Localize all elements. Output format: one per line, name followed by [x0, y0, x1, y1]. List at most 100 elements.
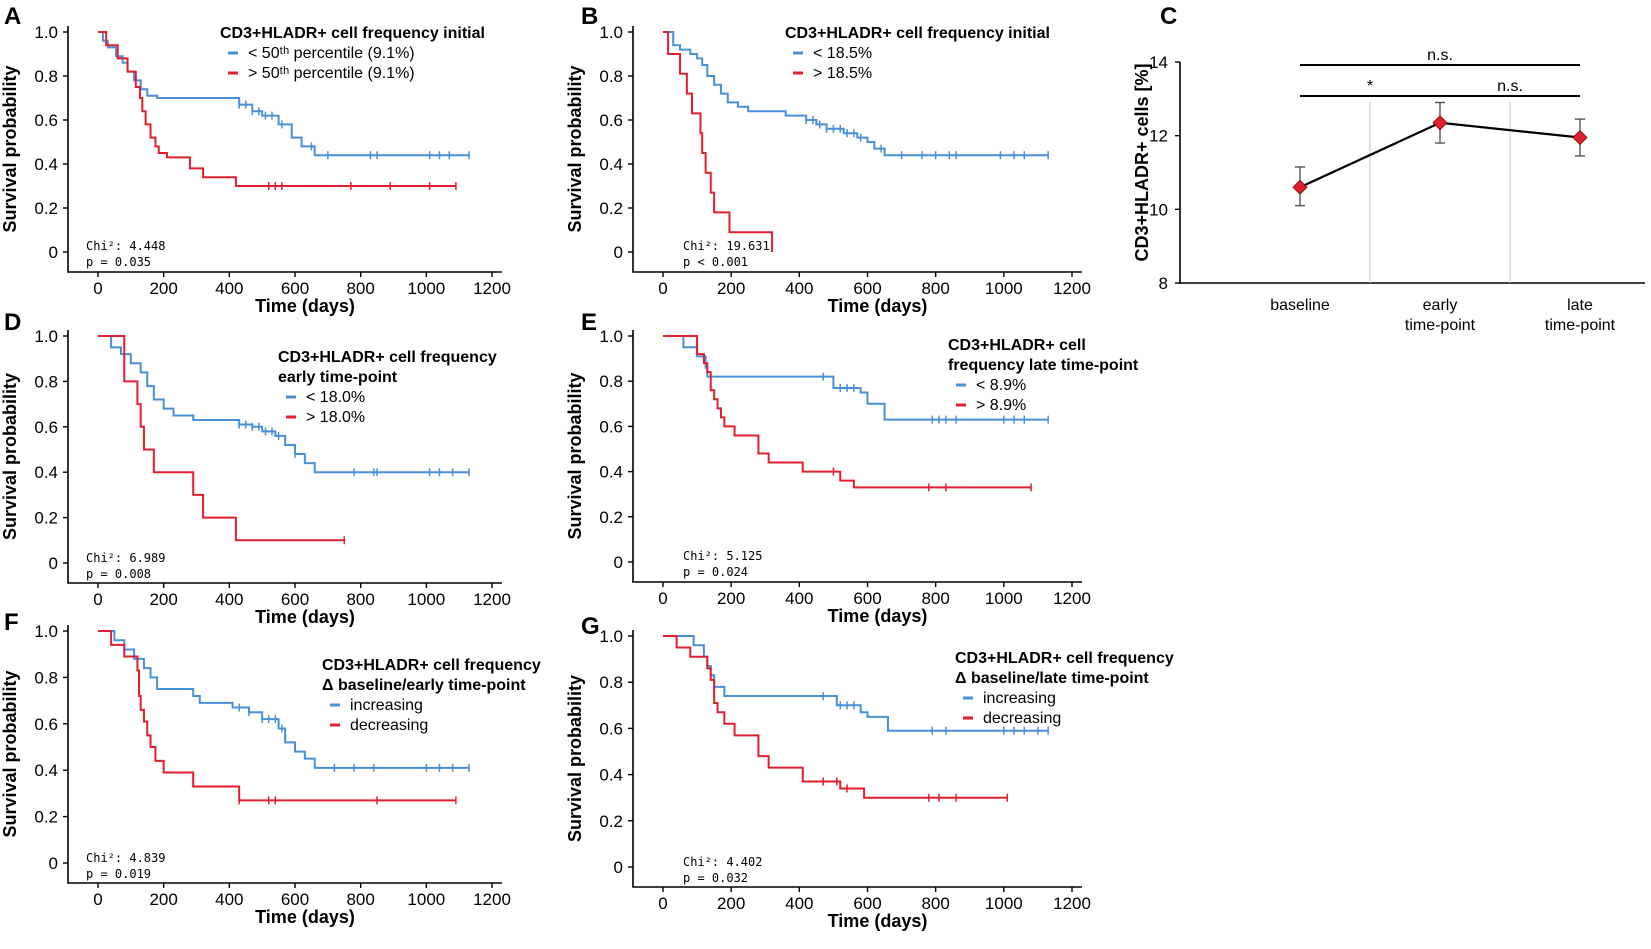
- chi-square-stat: Chi²: 19.631: [683, 239, 770, 253]
- y-tick-label: 1.0: [34, 327, 58, 346]
- y-tick-label: 0.8: [599, 673, 623, 692]
- x-tick-label: late: [1567, 297, 1593, 314]
- p-value-stat: p = 0.024: [683, 565, 748, 579]
- y-axis-label: Survival probability: [0, 373, 20, 540]
- x-axis-label: Time (days): [255, 607, 355, 627]
- legend-title: CD3+HLADR+ cell: [948, 337, 1086, 354]
- legend-title: CD3+HLADR+ cell frequency: [322, 657, 541, 674]
- legend-entry: > 50ᵗʰ percentile (9.1%): [248, 65, 415, 82]
- x-tick-label: 200: [149, 890, 177, 909]
- x-tick-label: 600: [281, 590, 309, 609]
- axes-frame: [67, 26, 502, 273]
- x-tick-label: 1000: [407, 890, 445, 909]
- legend: CD3+HLADR+ cell frequency initial < 18.5%…: [785, 25, 1050, 82]
- x-tick-label: 600: [281, 279, 309, 298]
- legend-title: CD3+HLADR+ cell frequency initial: [220, 25, 485, 42]
- legend: CD3+HLADR+ cell frequency early time-poin…: [278, 349, 497, 426]
- y-tick-label: 0.4: [34, 761, 58, 780]
- y-tick-label: 0.6: [34, 418, 58, 437]
- y-tick-label: 8: [1159, 274, 1168, 293]
- legend-entry: < 18.5%: [813, 45, 872, 62]
- y-tick-label: 0.8: [34, 67, 58, 86]
- legend-title: CD3+HLADR+ cell frequency: [278, 349, 497, 366]
- y-tick-label: 0: [49, 854, 58, 873]
- y-tick-label: 1.0: [599, 327, 623, 346]
- p-value-stat: p = 0.035: [86, 255, 151, 269]
- y-tick-label: 14: [1149, 53, 1168, 72]
- y-tick-label: 0: [614, 858, 623, 877]
- panel-label: C: [1160, 3, 1177, 30]
- legend-entry: decreasing: [983, 710, 1061, 727]
- y-tick-label: 0.2: [34, 199, 58, 218]
- x-tick-label: 0: [93, 890, 102, 909]
- legend: CD3+HLADR+ cell frequency Δ baseline/late…: [955, 650, 1174, 727]
- panel-label: B: [581, 3, 598, 30]
- chi-square-stat: Chi²: 5.125: [683, 549, 762, 563]
- legend-title: CD3+HLADR+ cell frequency: [955, 650, 1174, 667]
- y-tick-label: 0.6: [34, 715, 58, 734]
- x-tick-label: 0: [93, 590, 102, 609]
- x-tick-label: 400: [785, 589, 813, 608]
- legend-entry: decreasing: [350, 717, 428, 734]
- x-tick-label: 400: [215, 590, 243, 609]
- x-tick-label: 1000: [407, 590, 445, 609]
- x-tick-label: 600: [281, 890, 309, 909]
- x-tick-label: 0: [658, 894, 667, 913]
- axes-frame: [632, 330, 1082, 583]
- x-tick-label: 1000: [985, 894, 1023, 913]
- y-tick-label: 1.0: [34, 23, 58, 42]
- y-axis-label: Survival probability: [0, 65, 20, 232]
- axes-frame: [632, 630, 1082, 888]
- y-tick-label: 0.6: [599, 417, 623, 436]
- x-tick-label: 0: [658, 279, 667, 298]
- x-tick-label: 1200: [473, 890, 511, 909]
- km-curve-blue: [98, 335, 470, 474]
- y-tick-label: 0.6: [599, 719, 623, 738]
- x-tick-label: 600: [853, 279, 881, 298]
- legend-title: frequency late time-point: [948, 357, 1139, 374]
- y-axis-label: CD3+HLADR+ cells [%]: [1132, 63, 1152, 261]
- legend: CD3+HLADR+ cell frequency late time-point…: [948, 337, 1139, 414]
- y-tick-label: 0.8: [34, 372, 58, 391]
- x-tick-label: 1000: [985, 589, 1023, 608]
- y-tick-label: 1.0: [599, 627, 623, 646]
- km-curve-blue: [98, 630, 470, 769]
- legend-entry: increasing: [983, 690, 1056, 707]
- y-tick-label: 0: [49, 243, 58, 262]
- y-tick-label: 0.2: [599, 199, 623, 218]
- km-curve-red: [663, 635, 1008, 799]
- x-axis-label: Time (days): [828, 911, 928, 931]
- chi-square-stat: Chi²: 4.839: [86, 851, 165, 865]
- x-tick-label: 200: [717, 894, 745, 913]
- y-tick-label: 0.8: [599, 372, 623, 391]
- x-tick-label: 600: [853, 894, 881, 913]
- axes-frame: [67, 330, 502, 584]
- x-tick-label: 800: [921, 894, 949, 913]
- y-tick-label: 0.4: [599, 766, 623, 785]
- km-curve-blue: [98, 31, 470, 157]
- x-tick-label: 1200: [1053, 279, 1091, 298]
- km-curve-blue: [663, 635, 1049, 732]
- x-axis-label: Time (days): [255, 907, 355, 927]
- km-curve-red: [663, 335, 1032, 489]
- x-axis-label: Time (days): [255, 296, 355, 316]
- y-tick-label: 0: [614, 553, 623, 572]
- x-axis-label: Time (days): [828, 606, 928, 626]
- y-tick-label: 10: [1149, 200, 1168, 219]
- y-axis-label: Survival probability: [565, 65, 585, 232]
- panel-label: A: [4, 3, 21, 30]
- p-value-stat: p = 0.019: [86, 867, 151, 881]
- panel-f: 0 0.2 0.4 0.6 0.8 1.0 0 200 400 600 800 1000 1200 Tim…: [0, 609, 541, 927]
- mean-marker: [1572, 129, 1588, 146]
- y-tick-label: 0.2: [599, 508, 623, 527]
- y-tick-label: 0.4: [34, 155, 58, 174]
- axes-frame: [67, 625, 502, 884]
- x-tick-label: 0: [93, 279, 102, 298]
- y-axis-label: Survival probability: [565, 675, 585, 842]
- panel-label: E: [581, 309, 597, 336]
- panel-label: F: [4, 609, 19, 636]
- x-tick-label: 1000: [985, 279, 1023, 298]
- x-tick-label: 0: [658, 589, 667, 608]
- axes-frame: [632, 26, 1082, 273]
